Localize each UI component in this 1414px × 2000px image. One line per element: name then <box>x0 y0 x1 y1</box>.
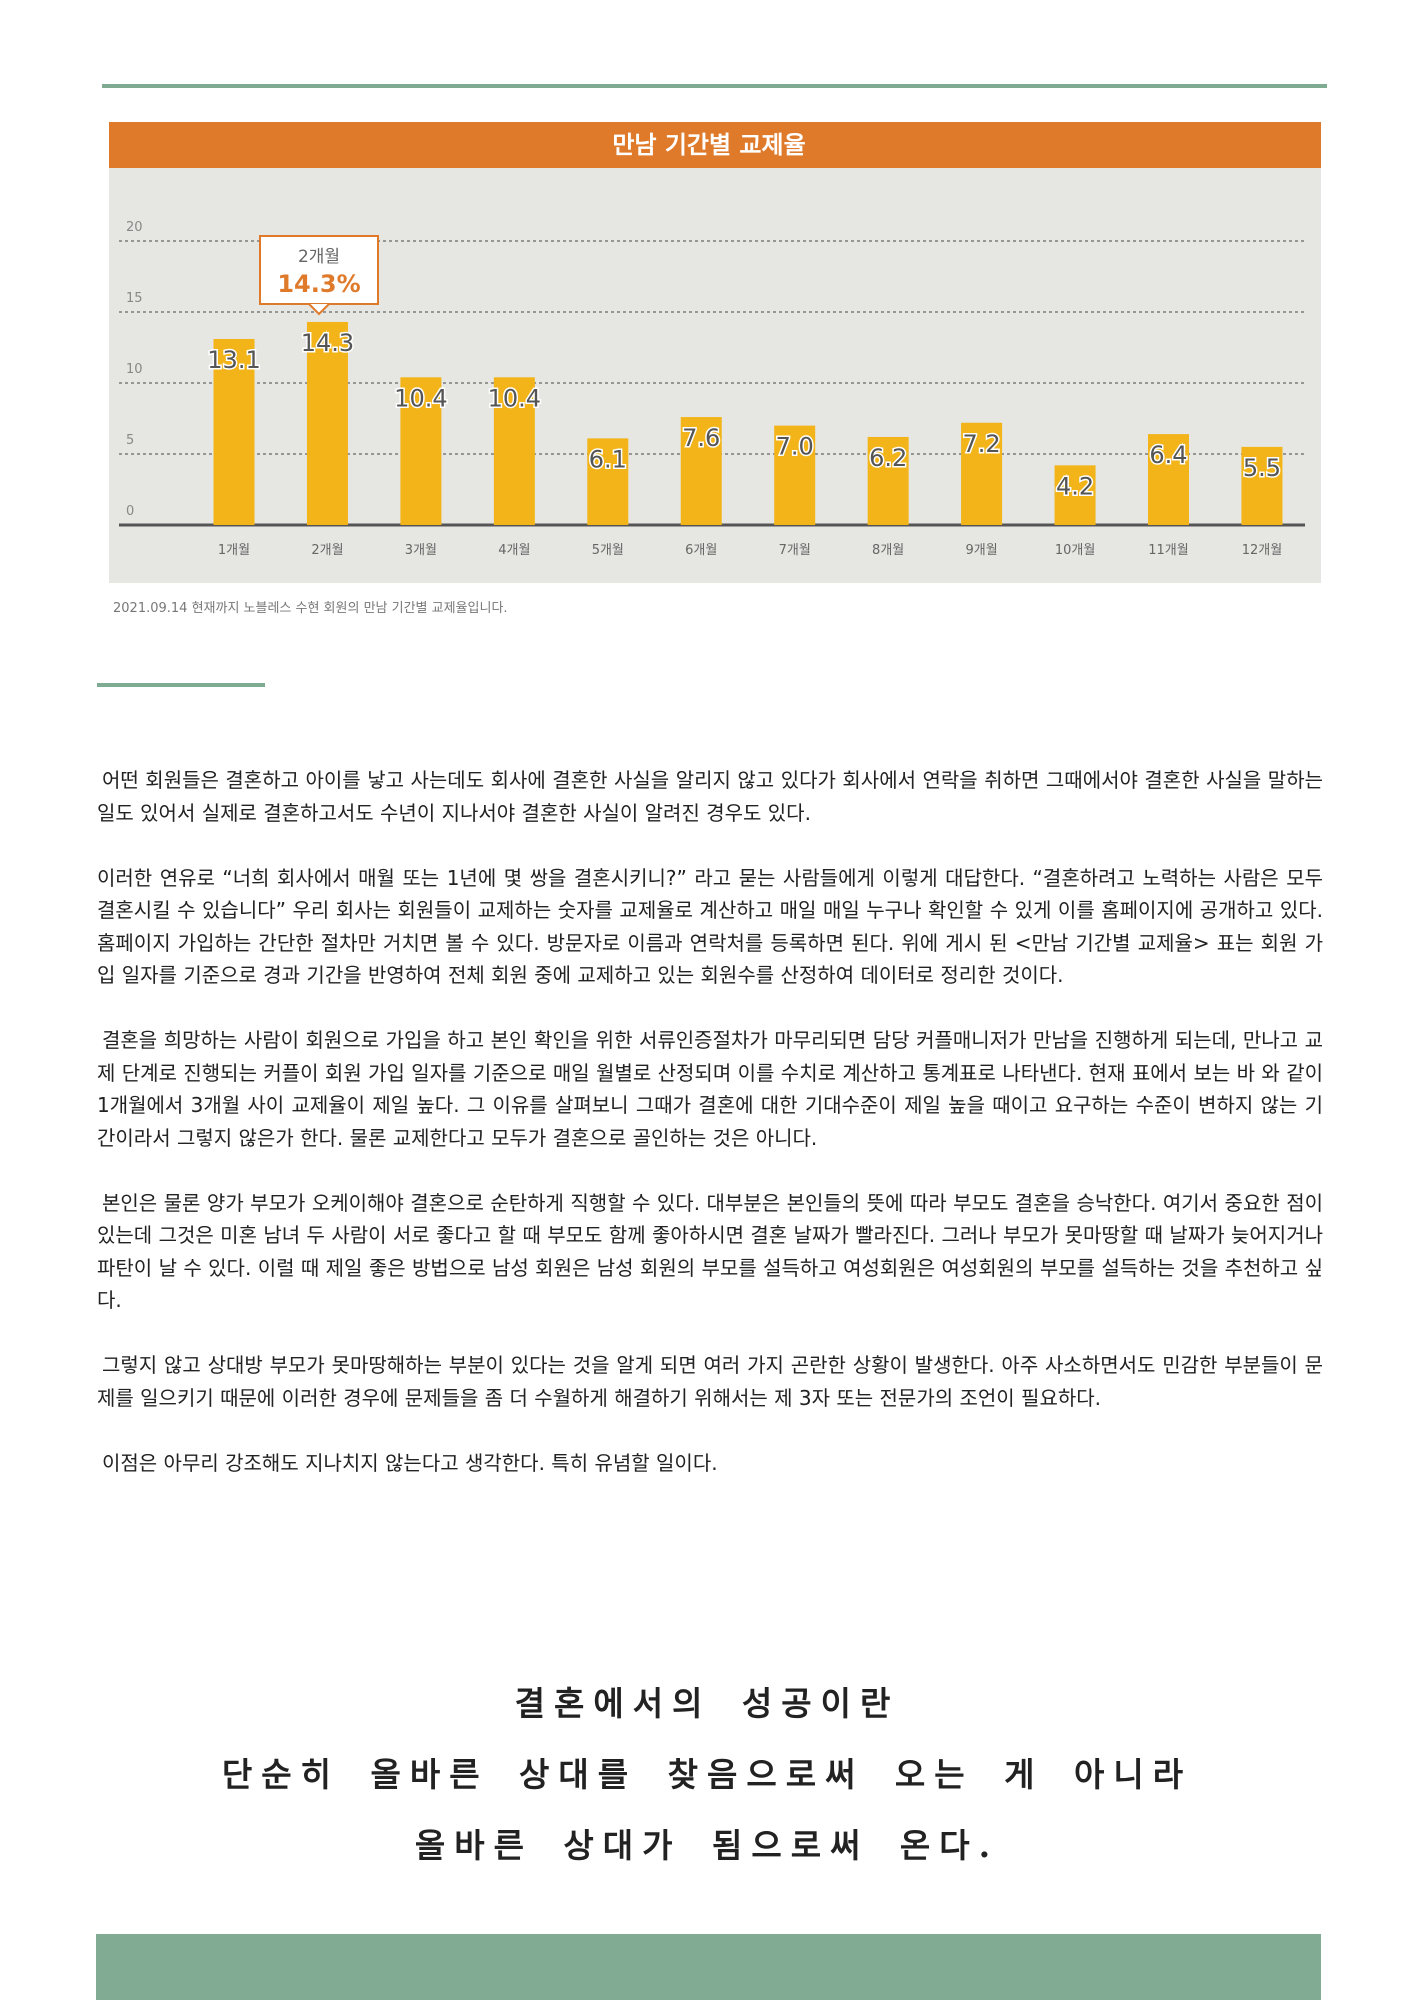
quote-line: 올바른 상대가 됨으로써 온다. <box>414 1826 1000 1865</box>
value-label: 7.2 <box>963 430 1001 458</box>
quote-line: 결혼에서의 성공이란 <box>514 1684 900 1723</box>
bar <box>306 321 348 525</box>
x-tick-label: 6개월 <box>685 543 717 558</box>
x-tick-label: 5개월 <box>592 543 624 558</box>
value-label: 10.4 <box>394 384 447 412</box>
footnote: 2021.09.14 현재까지 노블레스 수현 회원의 만남 기간별 교제율입니… <box>113 601 508 616</box>
y-tick-label: 15 <box>126 291 143 306</box>
value-label: 6.4 <box>1149 441 1187 469</box>
y-tick-label: 5 <box>126 433 134 448</box>
y-tick-label: 0 <box>126 504 134 519</box>
bar <box>680 417 722 525</box>
x-tick-label: 11개월 <box>1148 543 1188 558</box>
value-label: 13.1 <box>207 346 260 374</box>
paragraph: 이러한 연유로 “너희 회사에서 매월 또는 1년에 몇 쌍을 결혼시키니?” … <box>97 865 1323 988</box>
bar <box>400 377 442 525</box>
bar <box>587 438 629 525</box>
paragraph: 그렇지 않고 상대방 부모가 못마땅해하는 부분이 있다는 것을 알게 되면 여… <box>97 1353 1323 1410</box>
bar <box>867 436 909 525</box>
paragraph: 본인은 물론 양가 부모가 오케이해야 결혼으로 순탄하게 직행할 수 있다. … <box>97 1190 1323 1313</box>
value-label: 7.6 <box>682 424 720 452</box>
paragraph: 어떤 회원들은 결혼하고 아이를 낳고 사는데도 회사에 결혼한 사실을 알리지… <box>97 768 1323 825</box>
x-tick-label: 12개월 <box>1242 543 1282 558</box>
bottom-band <box>96 1934 1321 2000</box>
value-label: 7.0 <box>776 433 814 461</box>
bar <box>1148 434 1189 525</box>
value-label: 14.3 <box>301 329 354 357</box>
x-tick-label: 4개월 <box>498 543 530 558</box>
paragraph: 결혼을 희망하는 사람이 회원으로 가입을 하고 본인 확인을 위한 서류인증절… <box>97 1028 1323 1150</box>
chart-title: 만남 기간별 교제율 <box>612 131 805 159</box>
value-label: 5.5 <box>1243 454 1281 482</box>
bar <box>1241 446 1283 525</box>
short-rule <box>97 683 265 687</box>
x-tick-label: 1개월 <box>218 543 250 558</box>
y-tick-label: 20 <box>126 220 143 235</box>
quote-line: 단순히 올바른 상대를 찾음으로써 오는 게 아니라 <box>221 1755 1193 1794</box>
chart-header <box>109 122 1321 168</box>
bar <box>213 338 255 525</box>
bar <box>961 422 1003 525</box>
bar <box>1054 465 1096 525</box>
y-tick-label: 10 <box>126 362 143 377</box>
bar <box>493 377 535 525</box>
x-tick-label: 7개월 <box>779 543 811 558</box>
x-tick-label: 8개월 <box>872 543 904 558</box>
chart: 만남 기간별 교제율 0 5 10 15 20 1개월 13.1 2개월 14.3 3개월 10.4… <box>109 122 1321 583</box>
callout-pointer <box>308 303 330 316</box>
x-tick-label: 2개월 <box>311 543 343 558</box>
value-label: 6.2 <box>869 444 907 472</box>
paragraph: 이점은 아무리 강조해도 지나치지 않는다고 생각한다. 특히 유념할 일이다. <box>102 1450 718 1475</box>
callout: 2개월 14.3% <box>259 235 379 316</box>
value-label: 4.2 <box>1056 472 1094 500</box>
bar <box>774 425 816 525</box>
x-tick-label: 9개월 <box>965 543 997 558</box>
x-tick-label: 3개월 <box>405 543 437 558</box>
body-text: 어떤 회원들은 결혼하고 아이를 낳고 사는데도 회사에 결혼한 사실을 알리지… <box>97 764 1323 1512</box>
value-label: 6.1 <box>589 445 627 473</box>
value-label: 10.4 <box>488 384 541 412</box>
x-tick-label: 10개월 <box>1055 543 1095 558</box>
callout-title: 2개월 <box>298 247 340 267</box>
top-rule <box>102 84 1327 88</box>
callout-box <box>259 235 379 305</box>
callout-value: 14.3% <box>277 270 360 298</box>
